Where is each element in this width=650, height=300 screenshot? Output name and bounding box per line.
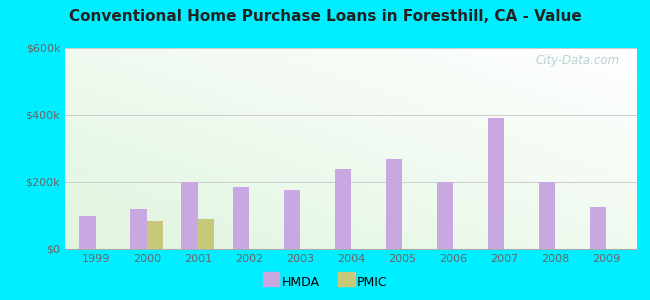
Bar <box>335 169 351 249</box>
Text: Conventional Home Purchase Loans in Foresthill, CA - Value: Conventional Home Purchase Loans in Fore… <box>69 9 581 24</box>
Bar <box>385 158 402 249</box>
Bar <box>233 187 249 249</box>
Bar <box>147 220 163 249</box>
Bar <box>488 118 504 249</box>
Bar <box>79 215 96 249</box>
Bar <box>539 182 555 249</box>
Text: City-Data.com: City-Data.com <box>536 54 620 67</box>
Bar <box>283 190 300 249</box>
Bar <box>590 207 606 249</box>
Legend: HMDA, PMIC: HMDA, PMIC <box>257 271 393 294</box>
Bar <box>437 182 453 249</box>
Bar <box>198 219 214 249</box>
Bar <box>181 182 198 249</box>
Bar <box>131 209 147 249</box>
